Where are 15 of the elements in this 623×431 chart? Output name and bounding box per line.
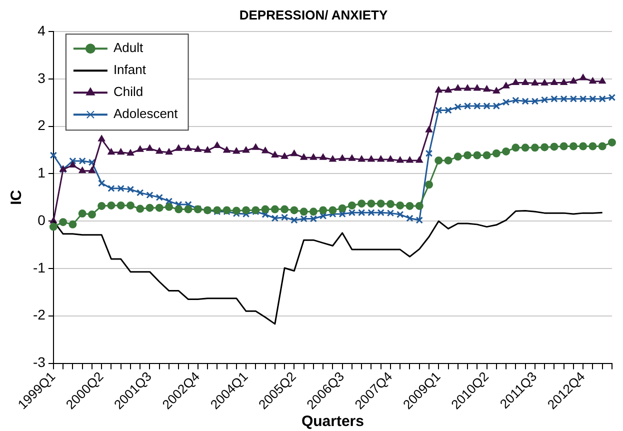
legend-label: Child [113, 84, 144, 100]
legend-label: Adult [113, 40, 144, 56]
y-tick-label: -1 [32, 259, 46, 276]
y-axis-title: IC [8, 190, 26, 205]
legend-label: Infant [113, 62, 146, 78]
legend-label: Adolescent [113, 106, 178, 122]
y-tick-label: 4 [38, 22, 46, 38]
chart-title: DEPRESSION/ ANXIETY [239, 7, 388, 22]
y-tick-label: -3 [32, 354, 46, 370]
y-tick-label: 1 [38, 164, 46, 181]
y-tick-label: -2 [32, 306, 46, 323]
y-tick-label: 0 [38, 212, 46, 228]
y-tick-label: 3 [38, 70, 46, 86]
y-tick-label: 2 [38, 117, 46, 134]
x-axis-title: Quarters [301, 413, 364, 430]
